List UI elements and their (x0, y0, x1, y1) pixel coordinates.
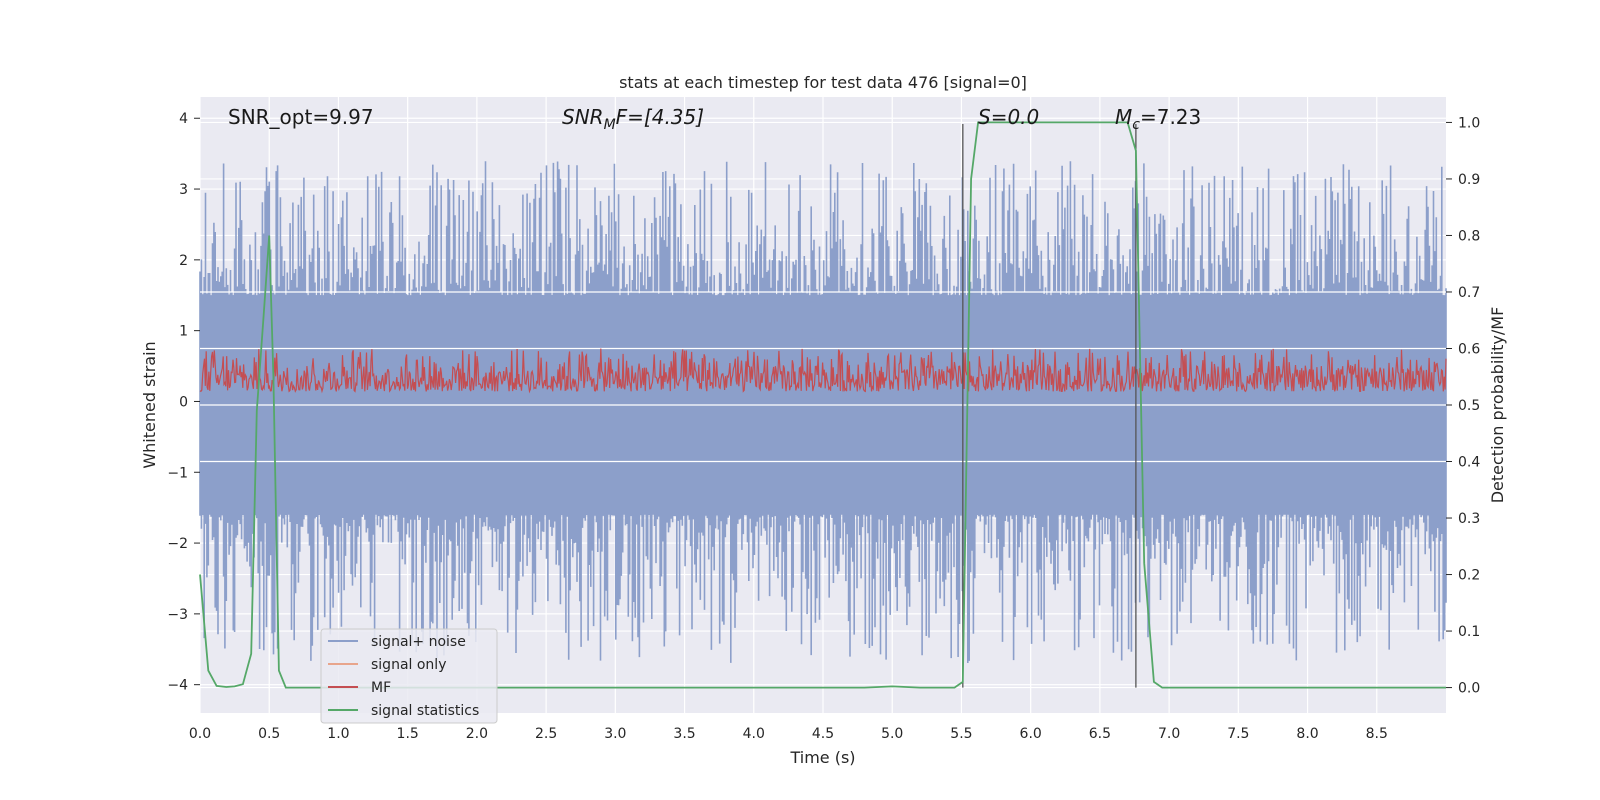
legend-label-signal-only: signal only (371, 657, 446, 673)
y-tick-label: 4 (179, 111, 188, 127)
y-tick-label: −1 (167, 465, 188, 481)
x-tick-label: 4.5 (812, 726, 834, 742)
x-tick-label: 3.0 (604, 726, 626, 742)
y2-tick-label: 0.9 (1458, 172, 1480, 188)
chart-title: stats at each timestep for test data 476… (619, 73, 1027, 92)
mf-line (199, 348, 1447, 394)
mc-sub: c (1132, 117, 1140, 133)
snr-mf-sub: M (604, 117, 616, 133)
x-tick-label: 4.0 (743, 726, 765, 742)
x-tick-label: 5.5 (950, 726, 972, 742)
y-tick-label: −3 (167, 607, 188, 623)
annotation-s: S=0.0 (978, 105, 1039, 129)
y2-tick-label: 0.0 (1458, 681, 1480, 697)
x-tick-label: 6.0 (1020, 726, 1042, 742)
snr-mf-rest: F=[4.35] (616, 105, 704, 129)
signal-statistics-series (199, 121, 1446, 689)
legend-label-signal-noise: signal+ noise (371, 634, 466, 650)
legend-label-signal-statistics: signal statistics (371, 703, 479, 719)
y2-tick-label: 0.8 (1458, 228, 1480, 244)
mf-series (199, 348, 1447, 394)
x-tick-label: 3.5 (673, 726, 695, 742)
legend-box (320, 628, 498, 724)
y-tick-label: 3 (179, 182, 188, 198)
signal-noise-series (199, 161, 1447, 663)
annotation-snr-opt: SNR_opt=9.97 (228, 105, 374, 129)
mc-base: M (1115, 105, 1132, 129)
y2-tick-label: 0.1 (1458, 624, 1480, 640)
y2-tick-label: 0.2 (1458, 568, 1480, 584)
annotation-snr-mf: SNRMF=[4.35] (562, 105, 704, 133)
snr-mf-base: SNR (562, 105, 604, 129)
tick-labels: 0.0 0.5 1.0 1.5 2.0 2.5 3.0 3.5 4.0 4.5 5.0 5.5 6.0 6… (167, 111, 1480, 742)
y2-tick-label: 0.7 (1458, 285, 1480, 301)
y2-tick-label: 1.0 (1458, 115, 1480, 131)
signal-noise-core (200, 295, 1446, 512)
y2-axis-label: Detection probability/MF (1488, 307, 1507, 504)
x-tick-label: 5.0 (881, 726, 903, 742)
y-tick-label: 1 (179, 324, 188, 340)
y2-tick-label: 0.5 (1458, 398, 1480, 414)
x-tick-label: 8.0 (1296, 726, 1318, 742)
y-tick-label: 2 (179, 253, 188, 269)
y-tick-label: −2 (167, 536, 188, 552)
y-tick-label: −4 (167, 678, 188, 694)
x-tick-label: 2.0 (466, 726, 488, 742)
vertical-markers (962, 124, 1137, 688)
annotation-mc: Mc=7.23 (1115, 105, 1201, 133)
x-tick-label: 8.5 (1366, 726, 1388, 742)
legend-label-mf: MF (371, 680, 391, 696)
x-tick-label: 1.0 (327, 726, 349, 742)
x-tick-label: 2.5 (535, 726, 557, 742)
x-tick-label: 7.0 (1158, 726, 1180, 742)
y2-tick-label: 0.3 (1458, 511, 1480, 527)
x-tick-label: 1.5 (397, 726, 419, 742)
x-tick-label: 6.5 (1089, 726, 1111, 742)
s-label: S=0.0 (978, 105, 1039, 129)
signal-statistics-line (199, 121, 1446, 689)
legend: signal+ noise signal only MF signal stat… (320, 628, 498, 724)
x-axis-label: Time (s) (789, 748, 855, 767)
y-tick-label: 0 (179, 394, 188, 410)
x-tick-label: 0.5 (258, 726, 280, 742)
y-axis-label: Whitened strain (140, 341, 159, 468)
x-tick-label: 0.0 (189, 726, 211, 742)
x-tick-label: 7.5 (1227, 726, 1249, 742)
y2-tick-label: 0.6 (1458, 341, 1480, 357)
y2-tick-label: 0.4 (1458, 455, 1480, 471)
mc-rest: =7.23 (1140, 105, 1201, 129)
